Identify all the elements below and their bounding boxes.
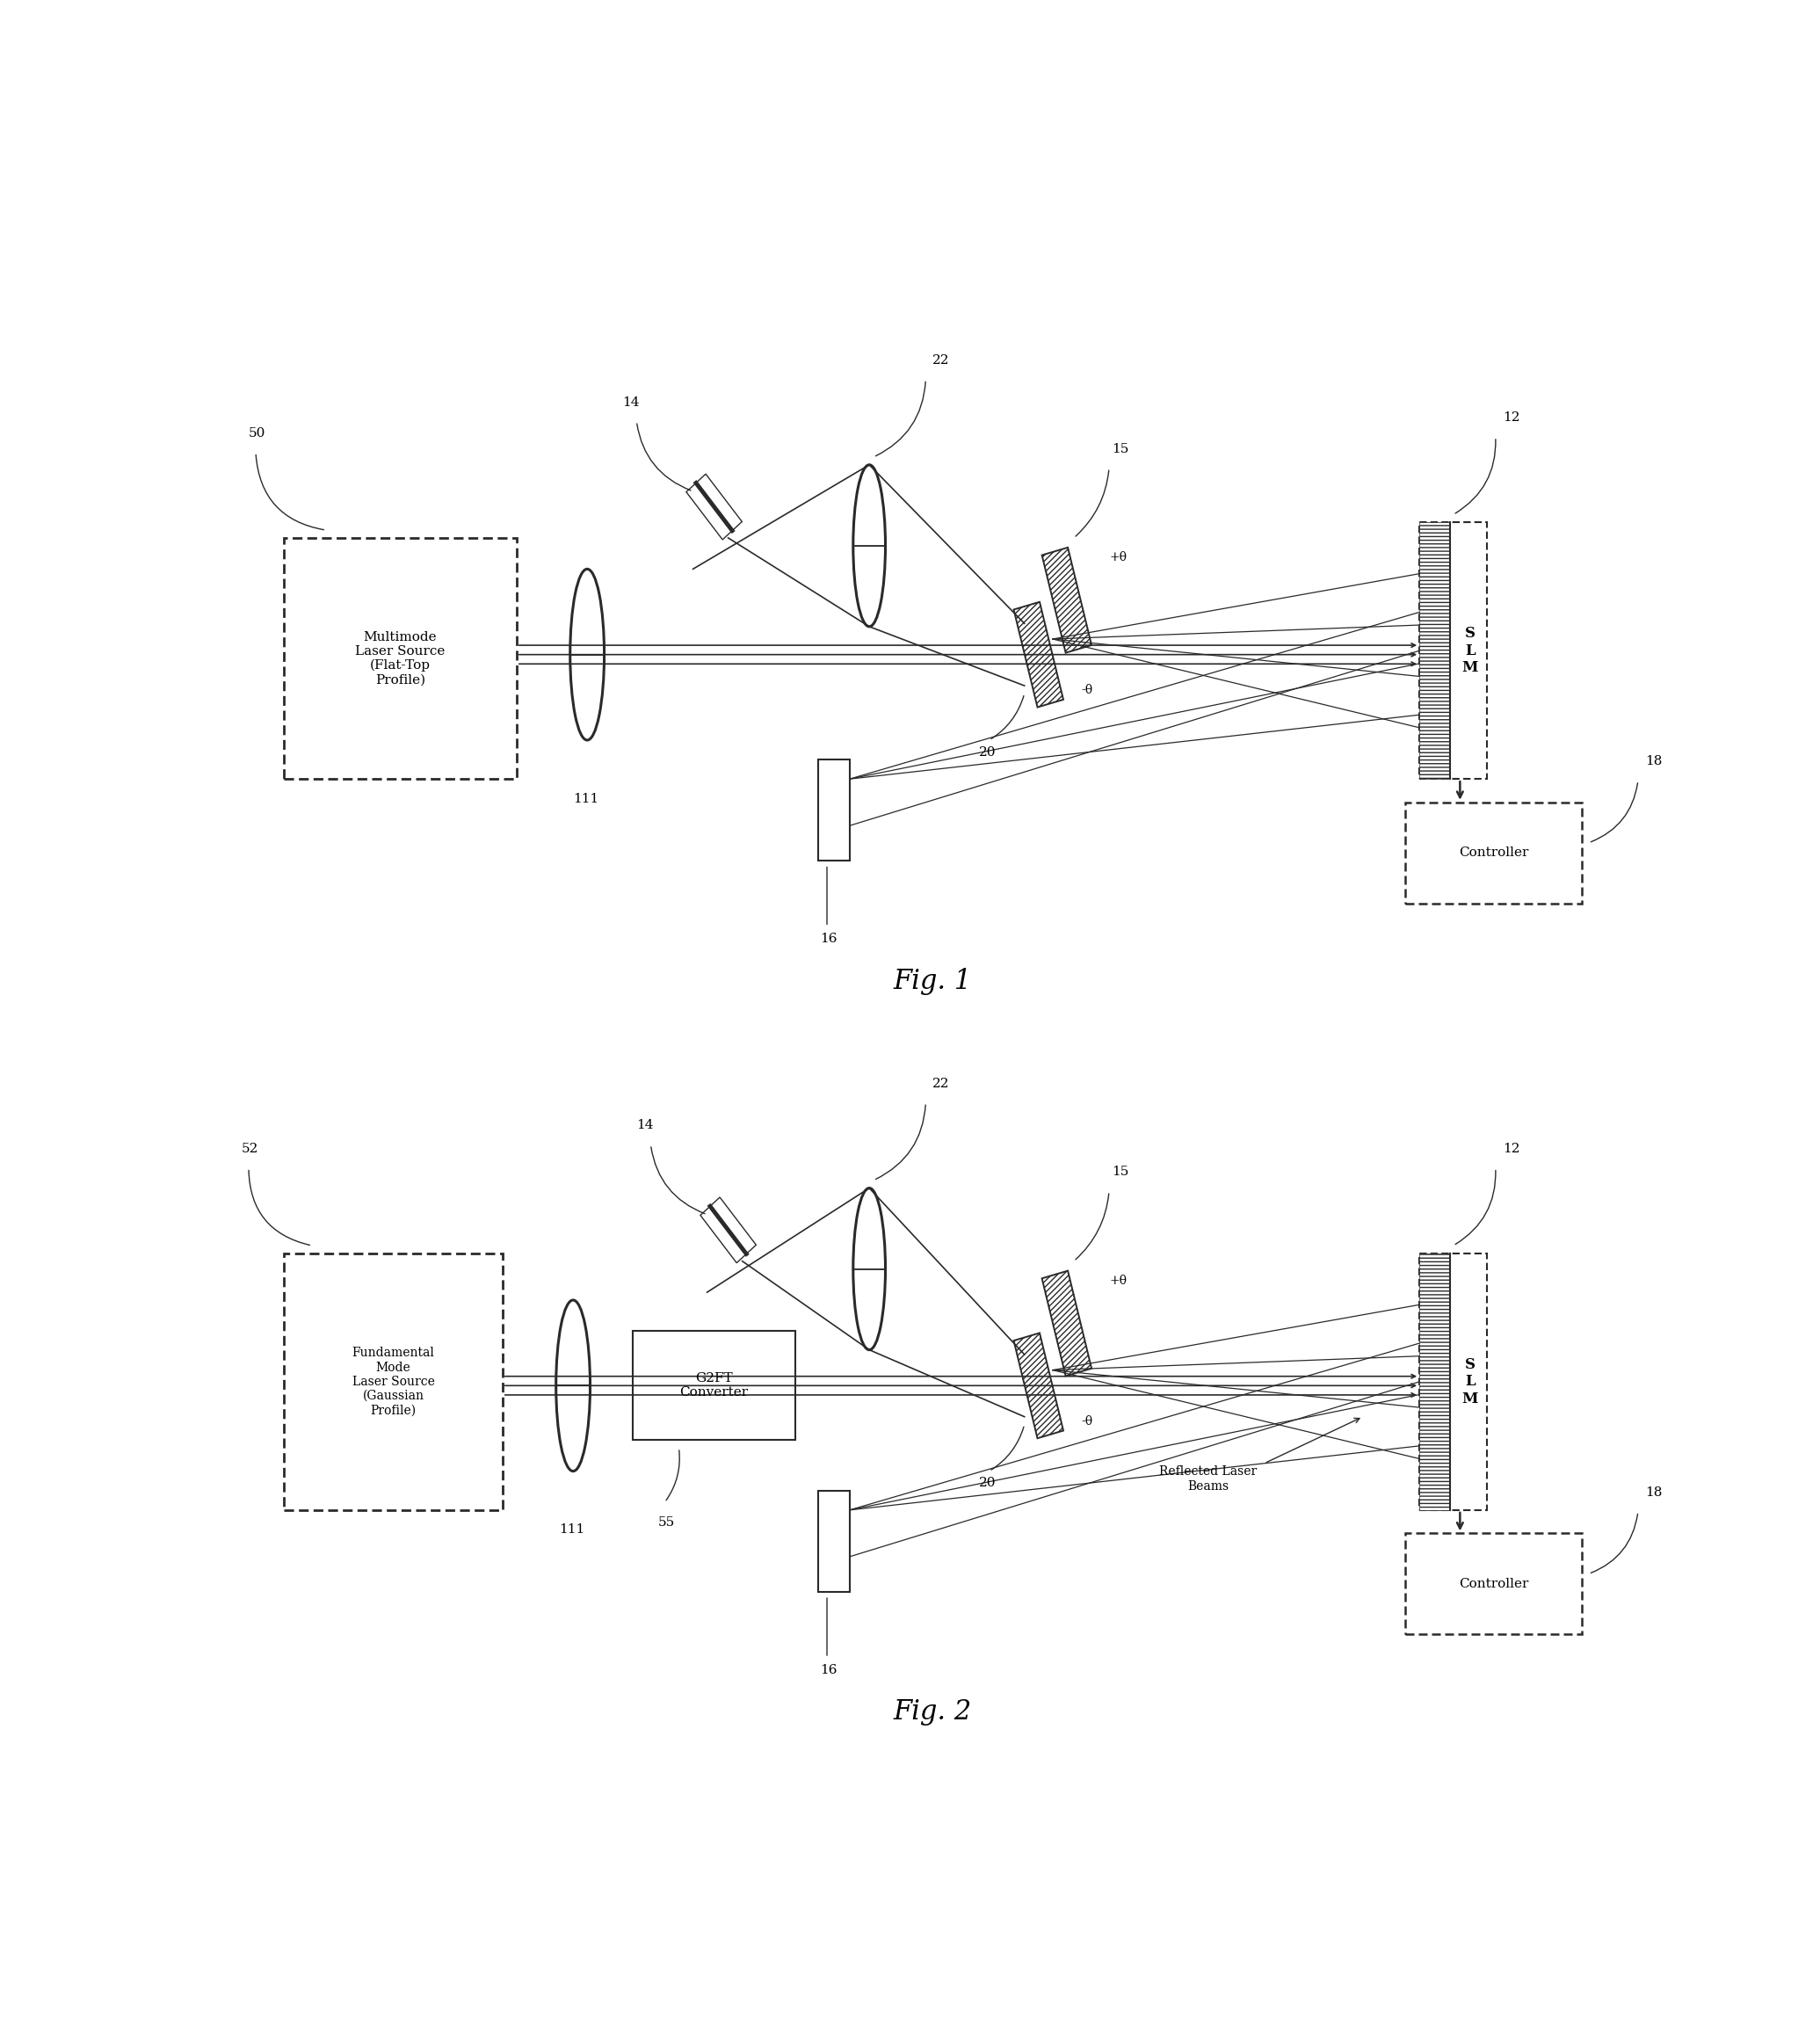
- Text: 15: 15: [1112, 442, 1128, 455]
- Text: 16: 16: [819, 933, 837, 945]
- Text: +θ: +θ: [1108, 1275, 1127, 1287]
- Text: 18: 18: [1645, 1487, 1662, 1499]
- Bar: [284, 537, 517, 780]
- Bar: [1041, 547, 1092, 652]
- Bar: [1420, 523, 1487, 780]
- Text: -θ: -θ: [1081, 685, 1092, 697]
- Text: 111: 111: [573, 792, 599, 806]
- Text: Multimode
Laser Source
(Flat-Top
Profile): Multimode Laser Source (Flat-Top Profile…: [355, 630, 446, 687]
- Text: S
L
M: S L M: [1461, 1357, 1478, 1406]
- Text: 14: 14: [637, 1119, 653, 1131]
- Bar: [1405, 1533, 1582, 1634]
- Text: G2FT
Converter: G2FT Converter: [681, 1372, 748, 1400]
- Bar: [1420, 1252, 1451, 1511]
- Text: +θ: +θ: [1108, 551, 1127, 564]
- Text: -θ: -θ: [1081, 1414, 1092, 1428]
- Bar: [633, 1331, 795, 1440]
- Text: Fig. 2: Fig. 2: [894, 1699, 972, 1725]
- Bar: [1014, 602, 1063, 707]
- Bar: [819, 1491, 850, 1592]
- Text: 50: 50: [249, 426, 266, 440]
- Bar: [686, 475, 743, 539]
- Text: 111: 111: [559, 1523, 584, 1535]
- Bar: [1420, 523, 1451, 780]
- Text: Controller: Controller: [1458, 1578, 1529, 1590]
- Text: 55: 55: [657, 1515, 675, 1529]
- Text: 14: 14: [622, 396, 639, 408]
- Bar: [819, 760, 850, 861]
- Bar: [1405, 802, 1582, 903]
- Text: 52: 52: [242, 1143, 258, 1155]
- Bar: [701, 1198, 755, 1262]
- Text: 20: 20: [979, 745, 996, 758]
- Text: 12: 12: [1503, 412, 1520, 424]
- Text: 22: 22: [932, 354, 950, 366]
- Bar: [1420, 1252, 1487, 1511]
- Text: Controller: Controller: [1458, 846, 1529, 858]
- Bar: [1014, 1333, 1063, 1438]
- Text: S
L
M: S L M: [1461, 626, 1478, 675]
- Text: 20: 20: [979, 1477, 996, 1489]
- Text: 18: 18: [1645, 755, 1662, 768]
- Text: 16: 16: [819, 1664, 837, 1677]
- Text: 15: 15: [1112, 1166, 1128, 1178]
- Bar: [1041, 1271, 1092, 1376]
- Text: 22: 22: [932, 1077, 950, 1089]
- Bar: [284, 1252, 502, 1511]
- Text: Reflected Laser
Beams: Reflected Laser Beams: [1159, 1467, 1256, 1493]
- Text: Fundamental
Mode
Laser Source
(Gaussian
Profile): Fundamental Mode Laser Source (Gaussian …: [351, 1347, 435, 1416]
- Text: 12: 12: [1503, 1143, 1520, 1155]
- Text: Fig. 1: Fig. 1: [894, 968, 972, 994]
